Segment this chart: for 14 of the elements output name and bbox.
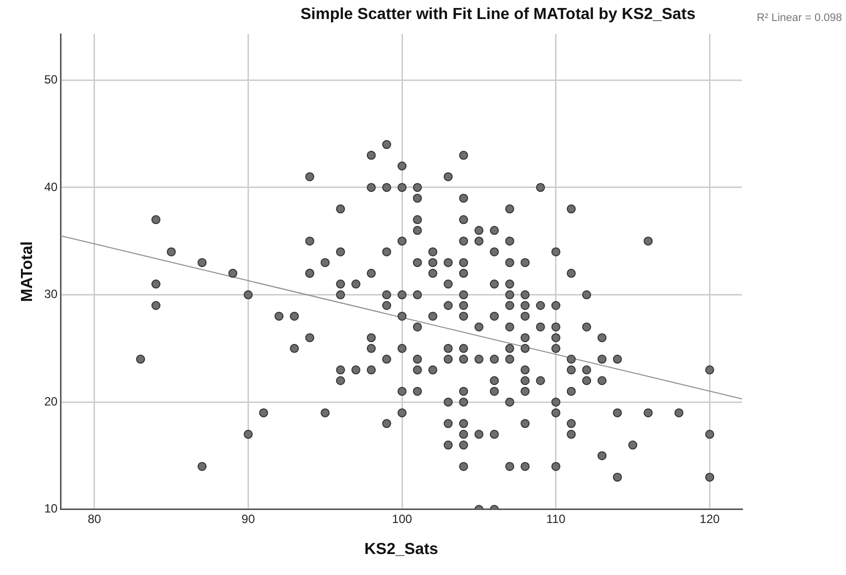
x-tick-label: 120 bbox=[700, 512, 720, 526]
y-tick-label: 20 bbox=[44, 394, 58, 408]
y-axis-title: MATotal bbox=[19, 241, 36, 302]
y-tick-label: 10 bbox=[44, 502, 58, 516]
x-tick-label: 80 bbox=[88, 512, 102, 526]
x-tick-label: 90 bbox=[242, 512, 256, 526]
x-tick-label: 100 bbox=[392, 512, 412, 526]
x-axis-title: KS2_Sats bbox=[364, 540, 438, 558]
text: R² Linear = 0.098 bbox=[756, 12, 842, 24]
y-tick-label: 50 bbox=[44, 72, 58, 86]
y-tick-label: 40 bbox=[44, 180, 58, 194]
y-tick-label: 30 bbox=[44, 287, 58, 302]
x-tick-label: 110 bbox=[546, 512, 566, 526]
chart-title: Simple Scatter with Fit Line of MATotal by KS2_Sats bbox=[300, 6, 696, 23]
